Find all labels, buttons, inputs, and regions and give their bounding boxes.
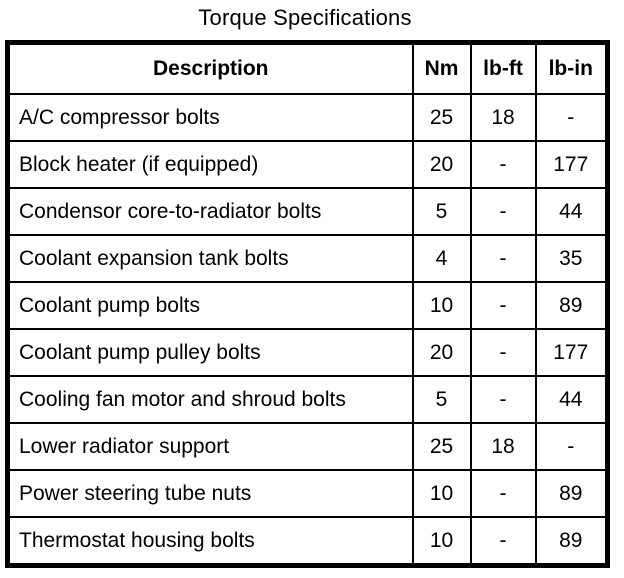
- table-body: A/C compressor bolts 25 18- Block heater (i…: [6, 93, 609, 567]
- lb-in-cell: 44: [534, 187, 609, 236]
- header-row: Description Nm lb-ft lb-in: [6, 41, 609, 95]
- lb-ft-cell: -: [469, 328, 537, 377]
- header-cell-lb-in: lb-in: [534, 41, 609, 95]
- table-row: Cooling fan motor and shroud bolts 5-44: [6, 375, 609, 424]
- lb-in-cell: 89: [534, 469, 609, 518]
- lb-in-cell: 177: [534, 328, 609, 377]
- nm-cell: 25: [411, 93, 472, 142]
- lb-ft-cell: -: [469, 187, 537, 236]
- lb-ft-cell: -: [469, 516, 537, 567]
- description-cell: Thermostat housing bolts: [6, 516, 414, 567]
- lb-ft-cell: 18: [469, 93, 537, 142]
- table-row: Power steering tube nuts 10-89: [6, 469, 609, 518]
- table-row: Condensor core-to-radiator bolts 5-44: [6, 187, 609, 236]
- table-row: Block heater (if equipped) 20-177: [6, 140, 609, 189]
- description-cell: Coolant pump bolts: [6, 281, 414, 330]
- header-cell-description: Description: [6, 41, 414, 95]
- nm-cell: 20: [411, 328, 472, 377]
- description-cell: Block heater (if equipped): [6, 140, 414, 189]
- description-cell: A/C compressor bolts: [6, 93, 414, 142]
- description-cell: Lower radiator support: [6, 422, 414, 471]
- description-cell: Coolant expansion tank bolts: [6, 234, 414, 283]
- lb-ft-cell: -: [469, 469, 537, 518]
- lb-in-cell: -: [534, 93, 609, 142]
- torque-spec-table: Description Nm lb-ft lb-in A/C compressor b…: [5, 40, 610, 568]
- table-row: Coolant pump bolts 10-89: [6, 281, 609, 330]
- lb-in-cell: -: [534, 422, 609, 471]
- lb-ft-cell: -: [469, 234, 537, 283]
- lb-in-cell: 44: [534, 375, 609, 424]
- table-row: Lower radiator support 25 18-: [6, 422, 609, 471]
- lb-ft-cell: -: [469, 140, 537, 189]
- lb-ft-cell: -: [469, 375, 537, 424]
- nm-cell: 20: [411, 140, 472, 189]
- nm-cell: 5: [411, 375, 472, 424]
- lb-in-cell: 89: [534, 516, 609, 567]
- nm-cell: 10: [411, 516, 472, 567]
- table-row: Thermostat housing bolts 10-89: [6, 516, 609, 567]
- header-cell-lb-ft: lb-ft: [469, 41, 537, 95]
- lb-ft-cell: -: [469, 281, 537, 330]
- table-row: Coolant expansion tank bolts 4-35: [6, 234, 609, 283]
- nm-cell: 25: [411, 422, 472, 471]
- table-row: Coolant pump pulley bolts 20-177: [6, 328, 609, 377]
- lb-in-cell: 35: [534, 234, 609, 283]
- page-title: Torque Specifications: [198, 5, 412, 30]
- table-row: A/C compressor bolts 25 18-: [6, 93, 609, 142]
- lb-in-cell: 89: [534, 281, 609, 330]
- nm-cell: 4: [411, 234, 472, 283]
- nm-cell: 10: [411, 469, 472, 518]
- description-cell: Coolant pump pulley bolts: [6, 328, 414, 377]
- nm-cell: 10: [411, 281, 472, 330]
- header-cell-nm: Nm: [411, 41, 472, 95]
- description-cell: Cooling fan motor and shroud bolts: [6, 375, 414, 424]
- lb-ft-cell: 18: [469, 422, 537, 471]
- description-cell: Condensor core-to-radiator bolts: [6, 187, 414, 236]
- nm-cell: 5: [411, 187, 472, 236]
- lb-in-cell: 177: [534, 140, 609, 189]
- description-cell: Power steering tube nuts: [6, 469, 414, 518]
